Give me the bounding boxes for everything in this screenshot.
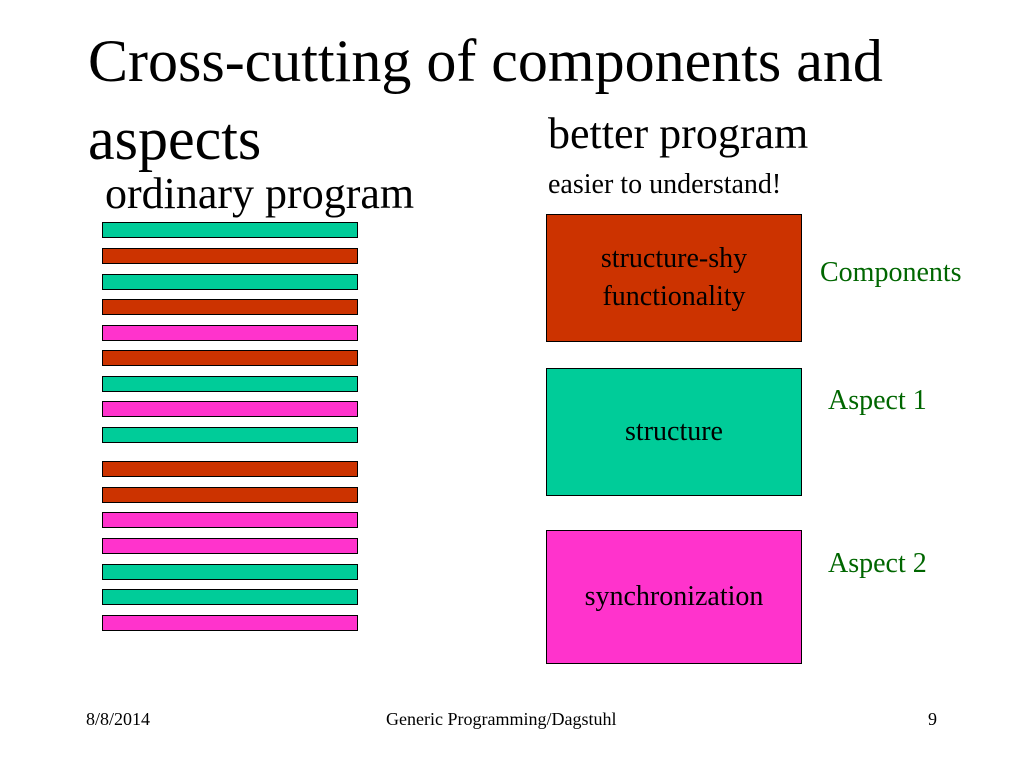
- bar-teal: [102, 222, 358, 238]
- bar-teal: [102, 589, 358, 605]
- better-program-heading: better program: [548, 109, 809, 158]
- components-box-text: structure-shy functionality: [600, 243, 748, 312]
- bar-pink: [102, 512, 358, 528]
- slide-title: Cross-cutting of components and aspects: [88, 28, 883, 172]
- bar-red: [102, 350, 358, 366]
- easier-to-understand-note: easier to understand!: [548, 169, 782, 200]
- bar-pink: [102, 538, 358, 554]
- bar-red: [102, 461, 358, 477]
- footer-center: Generic Programming/Dagstuhl: [386, 709, 617, 729]
- bar-teal: [102, 376, 358, 392]
- bar-pink: [102, 325, 358, 341]
- aspect-2-label: Aspect 2: [828, 548, 927, 579]
- bar-red: [102, 487, 358, 503]
- components-label: Components: [820, 257, 962, 288]
- aspect-2-box: synchronization: [546, 530, 802, 664]
- aspect-1-box: structure: [546, 368, 802, 496]
- components-box: structure-shy functionality: [546, 214, 802, 342]
- bar-pink: [102, 615, 358, 631]
- bar-red: [102, 299, 358, 315]
- bar-red: [102, 248, 358, 264]
- ordinary-program-bars: [102, 0, 358, 768]
- bar-teal: [102, 564, 358, 580]
- footer-page-number: 9: [928, 709, 937, 729]
- aspect-1-label: Aspect 1: [828, 385, 927, 416]
- bar-teal: [102, 427, 358, 443]
- aspect-2-box-text: synchronization: [584, 581, 764, 612]
- footer-date: 8/8/2014: [86, 709, 151, 729]
- bar-pink: [102, 401, 358, 417]
- ordinary-program-heading: ordinary program: [105, 169, 415, 218]
- bar-teal: [102, 274, 358, 290]
- aspect-1-box-text: structure: [625, 416, 723, 447]
